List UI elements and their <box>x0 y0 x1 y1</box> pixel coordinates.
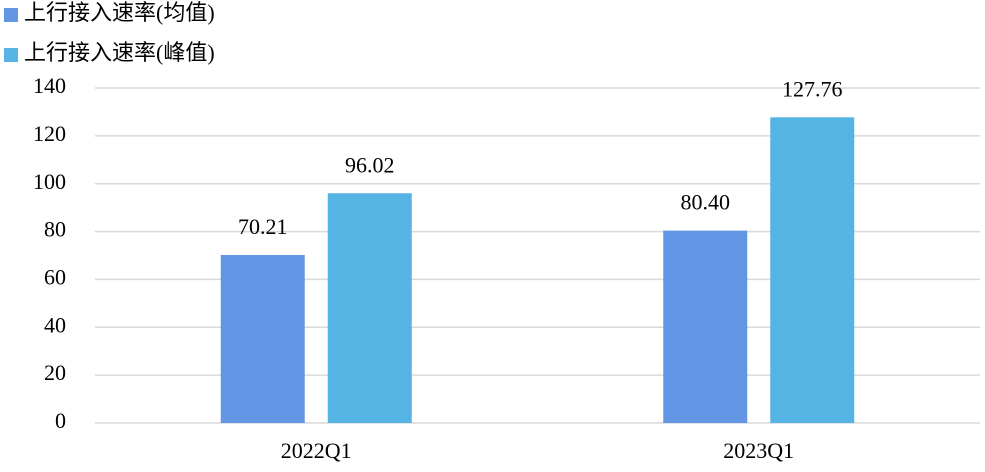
y-tick-label: 80 <box>44 217 66 242</box>
bar <box>663 230 748 423</box>
data-label: 127.76 <box>782 76 843 101</box>
y-tick-label: 120 <box>33 121 66 146</box>
x-tick-label: 2022Q1 <box>281 438 352 463</box>
data-label: 80.40 <box>681 190 731 215</box>
y-tick-label: 40 <box>44 312 66 337</box>
y-tick-label: 60 <box>44 264 66 289</box>
y-tick-label: 20 <box>44 360 66 385</box>
x-tick-label: 2023Q1 <box>723 438 794 463</box>
bar <box>220 254 305 423</box>
y-tick-label: 100 <box>33 169 66 194</box>
data-label: 70.21 <box>238 214 288 239</box>
legend-label: 上行接入速率(峰值) <box>24 40 215 65</box>
legend-swatch <box>4 8 18 22</box>
y-tick-label: 140 <box>33 73 66 98</box>
y-tick-label: 0 <box>55 408 66 433</box>
bar <box>327 193 412 423</box>
bar <box>770 117 855 423</box>
legend-label: 上行接入速率(均值) <box>24 0 215 25</box>
data-label: 96.02 <box>345 152 395 177</box>
legend-swatch <box>4 48 18 62</box>
